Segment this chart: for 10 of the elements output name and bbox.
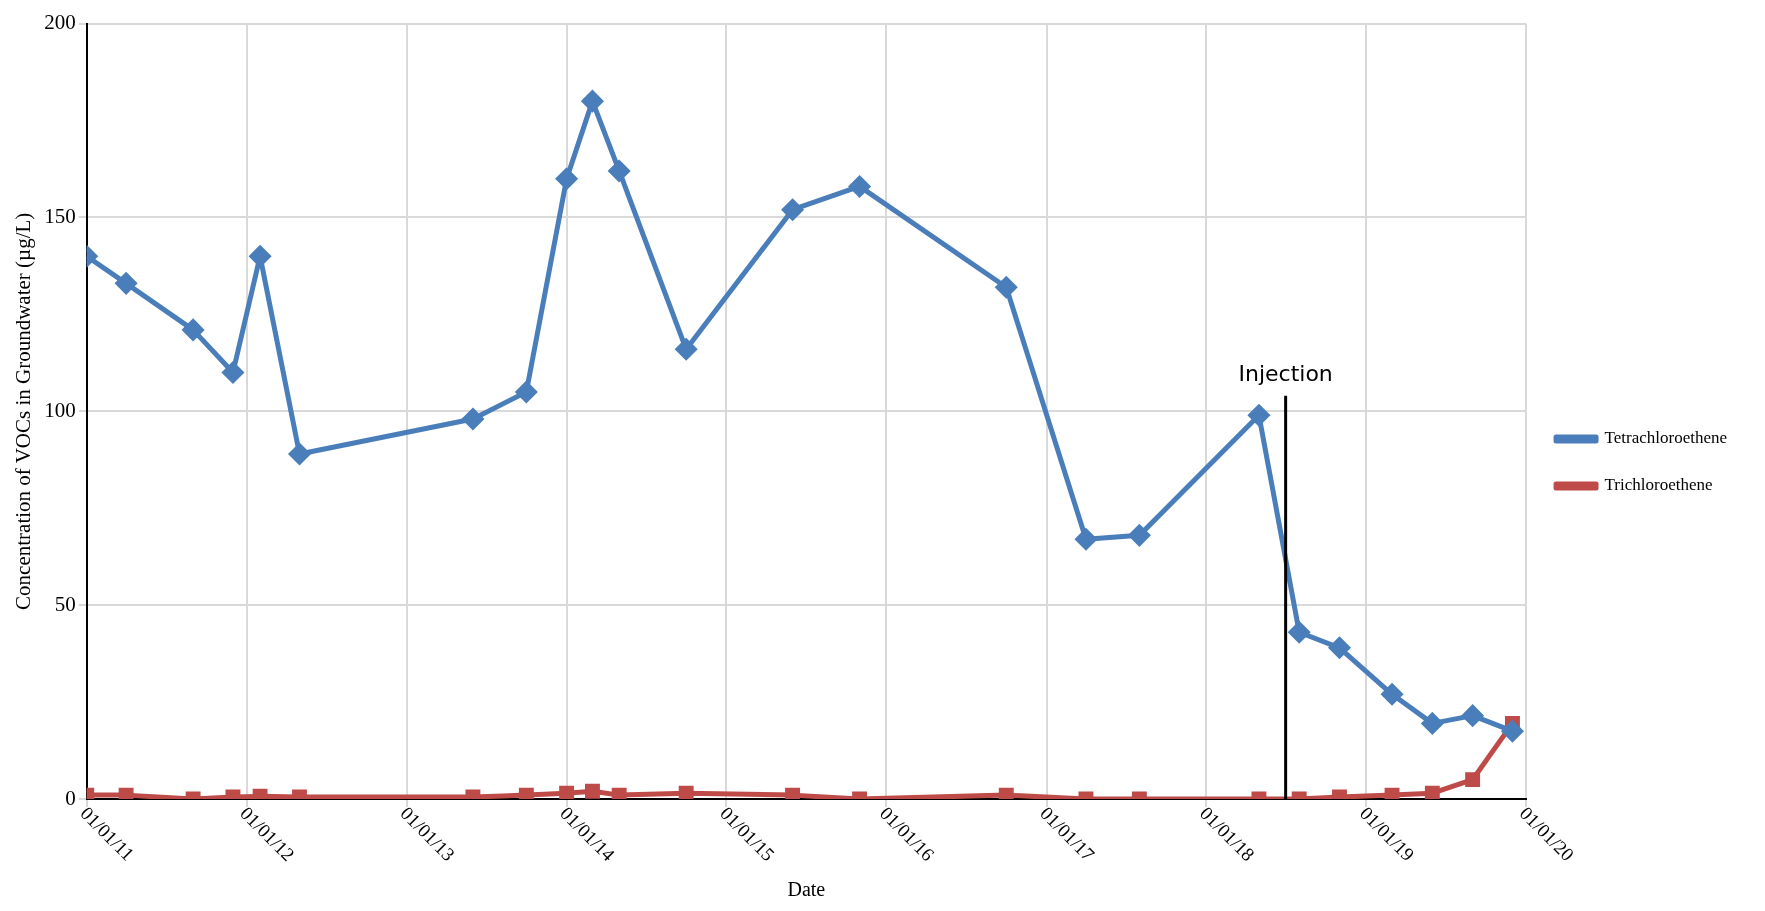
y-tick-label: 200 <box>44 10 76 35</box>
legend-label: Trichloroethene <box>1604 475 1713 495</box>
x-axis-title: Date <box>787 878 826 901</box>
ref-line-label: Injection <box>1238 360 1333 386</box>
y-axis-title: Concentration of VOCs in Groundwater (µg/L) <box>11 212 36 610</box>
y-tick-label: 100 <box>44 397 76 422</box>
y-tick-label: 50 <box>54 591 76 616</box>
legend-label: Tetrachloroethene <box>1604 428 1728 448</box>
y-tick-label: 150 <box>44 203 76 228</box>
y-tick-label: 0 <box>65 785 76 810</box>
